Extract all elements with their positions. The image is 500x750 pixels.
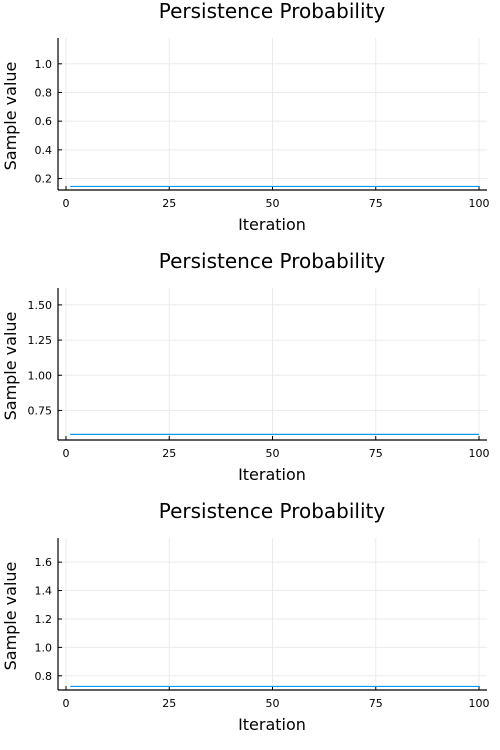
chart-title: Persistence Probability [159, 500, 386, 523]
y-tick-label: 1.2 [35, 613, 53, 626]
x-tick-label: 100 [469, 197, 490, 210]
x-tick-label: 25 [162, 197, 176, 210]
y-axis-label: Sample value [1, 62, 20, 171]
y-tick-label: 1.0 [35, 641, 53, 654]
x-axis-label: Iteration [238, 465, 306, 484]
y-tick-label: 0.2 [35, 173, 53, 186]
y-tick-label: 1.00 [28, 369, 53, 382]
y-tick-label: 1.50 [28, 299, 53, 312]
y-tick-label: 0.8 [35, 670, 53, 683]
x-tick-label: 25 [162, 447, 176, 460]
chart-title: Persistence Probability [159, 0, 386, 23]
x-tick-label: 75 [369, 447, 383, 460]
y-tick-label: 1.4 [35, 585, 53, 598]
x-tick-label: 100 [469, 447, 490, 460]
y-tick-label: 0.4 [35, 144, 53, 157]
x-tick-label: 50 [266, 197, 280, 210]
x-tick-label: 75 [369, 197, 383, 210]
y-tick-label: 1.6 [35, 556, 53, 569]
chart-panel-1: Persistence Probability 0 25 50 75 100 0.2 0.4 0… [0, 0, 500, 250]
chart-panel-2: Persistence Probability 0 25 50 75 100 0.75 1.0… [0, 250, 500, 500]
y-tick-label: 1.0 [35, 58, 53, 71]
x-tick-label: 100 [469, 697, 490, 710]
x-tick-label: 75 [369, 697, 383, 710]
y-tick-label: 0.8 [35, 86, 53, 99]
x-tick-label: 50 [266, 697, 280, 710]
x-axis-label: Iteration [238, 215, 306, 234]
x-tick-label: 50 [266, 447, 280, 460]
x-tick-label: 0 [63, 197, 70, 210]
y-tick-label: 1.25 [28, 334, 53, 347]
y-tick-label: 0.6 [35, 115, 53, 128]
x-tick-label: 0 [63, 447, 70, 460]
y-axis-label: Sample value [1, 562, 20, 671]
chart-panel-3: Persistence Probability 0 25 50 75 100 0.8 1.0 1… [0, 500, 500, 750]
chart-title: Persistence Probability [159, 250, 386, 273]
x-axis-label: Iteration [238, 715, 306, 734]
y-axis-label: Sample value [1, 312, 20, 421]
x-tick-label: 0 [63, 697, 70, 710]
y-tick-label: 0.75 [28, 404, 53, 417]
x-tick-label: 25 [162, 697, 176, 710]
